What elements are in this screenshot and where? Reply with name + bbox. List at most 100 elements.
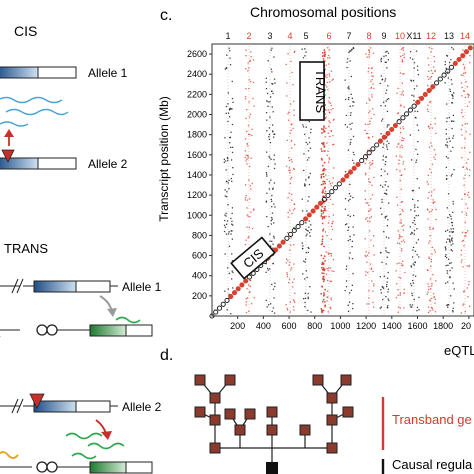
trans-callout-label: TRANS (313, 69, 328, 113)
scatter-point (246, 158, 248, 160)
scatter-point (461, 157, 463, 159)
scatter-point (449, 231, 451, 233)
scatter-point (463, 72, 465, 74)
scatter-point (366, 154, 368, 157)
scatter-point (288, 278, 291, 280)
scatter-point (383, 143, 385, 145)
scatter-point (272, 124, 274, 126)
scatter-point (287, 231, 289, 234)
scatter-point (310, 311, 312, 313)
scatter-point (245, 195, 247, 197)
scatter-point (349, 198, 351, 200)
scatter-point (427, 311, 430, 314)
scatter-point (431, 285, 433, 287)
scatter-point (247, 62, 249, 64)
scatter-point (431, 297, 433, 300)
scatter-point (272, 262, 274, 265)
scatter-point (384, 216, 386, 218)
scatter-point (451, 127, 453, 130)
scatter-point (397, 113, 399, 115)
scatter-point (371, 67, 373, 69)
scatter-point (350, 75, 352, 78)
scatter-point (333, 167, 335, 169)
scatter-point (227, 112, 230, 114)
cis-allele2-gene: Allele 2 (0, 149, 128, 171)
scatter-point (385, 236, 388, 238)
scatter-point (286, 139, 288, 141)
scatter-point (326, 300, 328, 302)
trans-hotspot-point (321, 206, 323, 208)
scatter-point (308, 183, 311, 186)
scatter-point (366, 149, 369, 151)
scatter-point (226, 220, 229, 222)
scatter-point (416, 178, 418, 180)
scatter-point (231, 180, 233, 182)
scatter-point (386, 67, 388, 69)
scatter-point (447, 71, 449, 73)
scatter-point (245, 117, 247, 120)
scatter-point (429, 77, 431, 79)
trans-hotspot-point (322, 173, 324, 175)
tree-node (299, 424, 311, 436)
scatter-point (309, 235, 311, 237)
scatter-point (326, 154, 328, 156)
scatter-point (463, 303, 465, 305)
scatter-point (304, 133, 306, 136)
trans-hotspot-point (324, 89, 326, 91)
scatter-point (246, 226, 248, 228)
scatter-point (231, 151, 234, 154)
scatter-point (367, 220, 369, 222)
cis-allele1-label: Allele 1 (88, 66, 128, 80)
scatter-point (370, 198, 372, 200)
scatter-point (400, 105, 402, 107)
tree-node (326, 442, 338, 454)
scatter-point (371, 94, 373, 96)
tree-node (209, 392, 221, 404)
scatter-point (268, 304, 270, 306)
cis-point (288, 231, 294, 237)
scatter-point (396, 168, 398, 171)
scatter-point (430, 288, 432, 290)
trans-hotspot-point (324, 260, 326, 262)
scatter-point (432, 201, 434, 203)
scatter-point (434, 153, 437, 156)
scatter-point (351, 284, 353, 286)
scatter-point (368, 297, 370, 299)
scatter-point (417, 214, 419, 217)
scatter-point (231, 80, 233, 83)
scatter-point (244, 98, 247, 100)
scatter-point (381, 261, 383, 263)
scatter-point (400, 263, 403, 265)
trans-hotspot-point (321, 285, 323, 288)
trans-hotspot-point (323, 196, 325, 198)
trans-hotspot-point (322, 199, 325, 202)
scatter-point (231, 260, 234, 262)
scatter-point (288, 192, 290, 194)
scatter-point (428, 191, 430, 193)
scatter-point (348, 301, 351, 303)
scatter-point (272, 92, 274, 95)
scatter-point (227, 92, 229, 94)
scatter-point (302, 273, 304, 275)
scatter-point (290, 159, 292, 161)
scatter-point (415, 148, 417, 151)
scatter-point (417, 69, 419, 71)
scatter-point (232, 271, 234, 274)
scatter-point (270, 68, 272, 70)
scatter-point (230, 159, 233, 161)
scatter-point (399, 307, 401, 309)
panel-c-top-title: Chromosomal positions (250, 4, 396, 20)
scatter-point (287, 309, 289, 311)
scatter-point (290, 237, 292, 239)
scatter-point (250, 211, 252, 213)
scatter-point (353, 162, 355, 164)
scatter-point (385, 161, 387, 163)
trans-hotspot-point (323, 272, 325, 275)
scatter-point (267, 105, 269, 107)
scatter-point (431, 191, 433, 193)
trans-hotspot-point (321, 261, 324, 264)
trans-allele1-label: Allele 1 (122, 280, 162, 294)
panel-c-label: c. (160, 7, 172, 24)
scatter-point (272, 111, 274, 113)
scatter-point (387, 271, 389, 274)
